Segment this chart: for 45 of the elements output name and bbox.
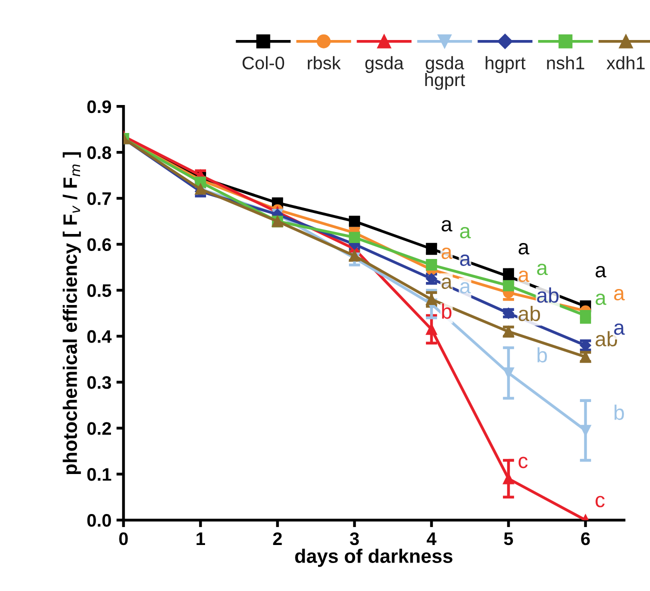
- data-label: a: [442, 278, 452, 289]
- x-tick-label: 5: [504, 532, 514, 546]
- legend-label: gsda: [365, 56, 404, 73]
- legend-label: xdh1: [606, 56, 645, 70]
- legend-label: gsda hgprt: [425, 56, 466, 90]
- data-label: a: [460, 282, 471, 294]
- data-label: c: [596, 496, 605, 508]
- y-tick-label: 0.6: [87, 238, 112, 251]
- data-label: a: [614, 289, 625, 300]
- data-label: ab: [518, 306, 540, 322]
- y-tick-label: 0.5: [87, 284, 112, 297]
- data-label: a: [518, 270, 530, 282]
- data-label: a: [596, 266, 606, 278]
- data-label: c: [518, 456, 528, 468]
- y-tick-label: 0.1: [87, 468, 112, 481]
- data-label: a: [442, 220, 452, 232]
- data-label: a: [537, 264, 548, 276]
- legend-label: nsh1: [547, 56, 584, 70]
- data-label: a: [518, 243, 530, 254]
- y-tick-label: 0.0: [87, 514, 111, 527]
- data-label: a: [460, 254, 471, 266]
- legend-label: rbsk: [308, 56, 341, 70]
- x-tick-label: 0: [119, 532, 128, 546]
- legend-label: hgprt: [486, 56, 526, 73]
- data-label: b: [538, 347, 547, 362]
- y-tick-label: 0.8: [87, 146, 112, 160]
- x-tick-label: 1: [196, 532, 206, 545]
- y-tick-label: 0.3: [87, 376, 112, 389]
- x-tick-label: 3: [350, 532, 359, 546]
- y-tick-label: 0.2: [87, 422, 111, 435]
- data-label: a: [442, 248, 452, 260]
- data-label: a: [460, 226, 471, 238]
- data-label: a: [596, 294, 606, 306]
- data-label: ab: [537, 287, 559, 303]
- legend-label: Col-0: [242, 56, 284, 70]
- y-tick-label: 0.9: [87, 100, 112, 114]
- x-tick-label: 4: [426, 532, 436, 545]
- data-label: b: [614, 404, 624, 420]
- data-label: b: [442, 304, 452, 319]
- y-axis-title: photochemical efficiency [ F$_{v}$ / F$_{m}$ ]: [62, 152, 81, 474]
- x-axis-title: days of darkness: [295, 548, 452, 567]
- y-tick-label: 0.4: [87, 330, 112, 343]
- x-tick-label: 2: [273, 532, 282, 545]
- y-tick-label: 0.7: [87, 192, 111, 206]
- x-tick-label: 6: [581, 532, 590, 546]
